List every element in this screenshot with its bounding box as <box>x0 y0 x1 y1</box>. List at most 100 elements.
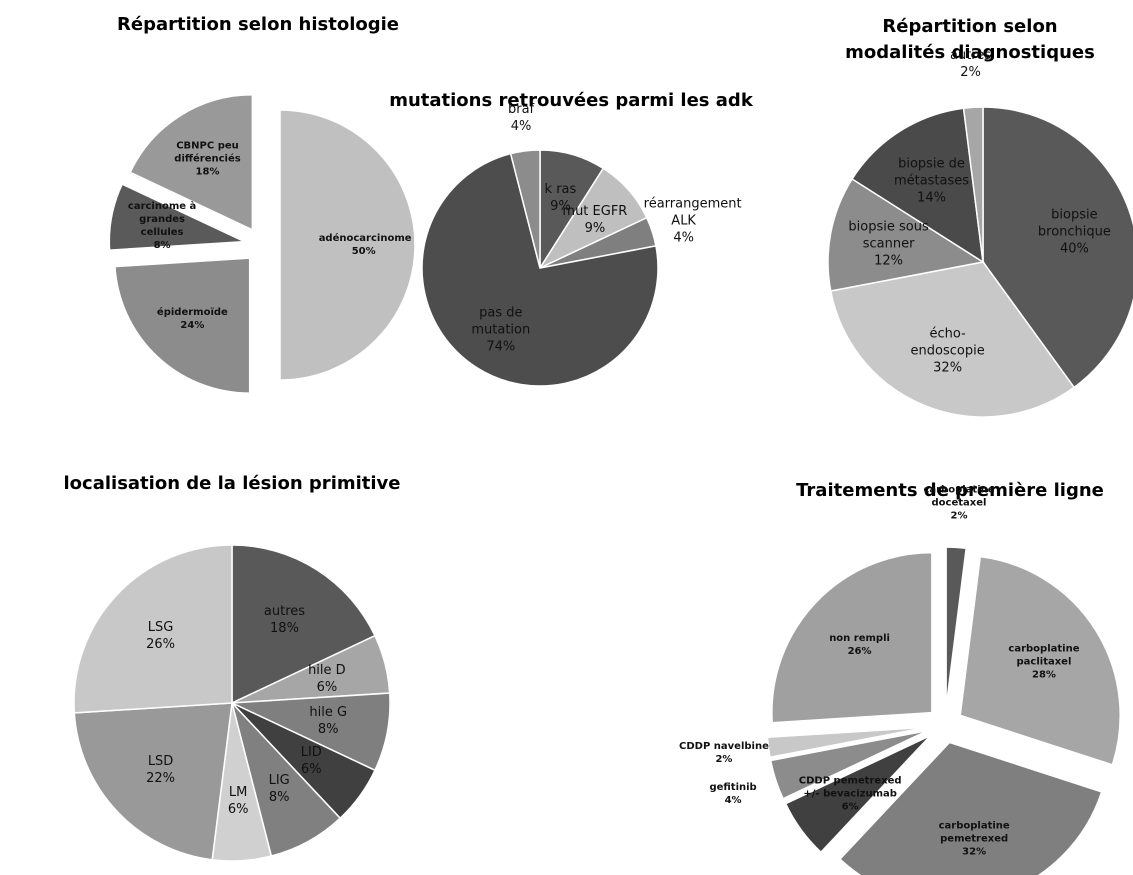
pie-slice <box>769 729 929 800</box>
value-label: 4% <box>673 230 694 246</box>
value-label: 32% <box>962 846 987 858</box>
chart-title: Répartition selon histologie <box>117 14 399 35</box>
category-label: réarrangement ALK <box>643 196 742 229</box>
pie-slice <box>114 257 251 394</box>
value-label: 24% <box>180 320 205 332</box>
category-label: biopsie sous scanner <box>848 219 929 252</box>
category-label: adénocarcinome <box>318 233 412 244</box>
category-label: hile G <box>309 705 348 721</box>
value-label: 26% <box>146 636 176 652</box>
value-label: 8% <box>317 722 339 738</box>
value-label: 2% <box>950 510 968 522</box>
slice-label: carboplatine docetaxel 2% <box>904 483 1014 522</box>
value-label: 26% <box>847 645 872 657</box>
pie-slice <box>829 261 1076 418</box>
value-label: 40% <box>1059 241 1089 257</box>
value-label: 2% <box>960 64 981 80</box>
value-label: 74% <box>486 339 516 355</box>
category-label: carboplatine pemetrexed <box>938 820 1010 845</box>
category-label: LM <box>228 784 248 800</box>
pie-slice <box>421 152 659 387</box>
category-label: gefitinib <box>709 781 757 793</box>
slice-label: k ras 9% <box>520 181 600 215</box>
category-label: LIG <box>268 772 290 788</box>
value-label: 6% <box>300 761 322 777</box>
category-label: non rempli <box>829 632 890 644</box>
slice-label: mut EGFR 9% <box>555 203 635 237</box>
pie-slice <box>827 177 986 292</box>
category-label: LSG <box>147 619 174 635</box>
slice-label: carboplatine pemetrexed 32% <box>919 819 1029 858</box>
category-label: mut EGFR <box>562 203 628 219</box>
slice-label: CBNPC peu différenciés 18% <box>163 140 253 179</box>
category-label: CDDP pemetrexed +/- bevacizumab <box>798 775 902 800</box>
value-label: 28% <box>1031 669 1056 681</box>
slice-label: hile G 8% <box>288 704 368 738</box>
pie-slice <box>129 94 254 231</box>
category-label: épidermoïde <box>156 307 228 319</box>
pie-slice <box>509 149 541 269</box>
slice-label: réarrangement ALK 4% <box>643 196 742 247</box>
value-label: 4% <box>724 794 742 806</box>
slice-label: pas de mutation 74% <box>461 304 541 355</box>
category-label: pas de mutation <box>471 305 531 338</box>
slice-label: LSG 26% <box>121 619 201 653</box>
category-label: CBNPC peu différenciés <box>174 140 241 165</box>
pie-slice <box>231 544 376 705</box>
chart-title: mutations retrouvées parmi les adk <box>389 90 753 111</box>
slice-label: autres 2% <box>921 47 1021 81</box>
pie-slice <box>959 555 1121 766</box>
value-label: 6% <box>841 801 859 813</box>
value-label: 12% <box>874 253 904 269</box>
slice-label: biopsie bronchique 40% <box>1024 207 1124 258</box>
slice-label: LM 6% <box>198 784 278 818</box>
category-label: autres <box>949 47 992 63</box>
slice-label: LIG 8% <box>239 772 319 806</box>
pie-slice <box>73 702 233 861</box>
slice-label: adénocarcinome 50% <box>318 232 412 258</box>
value-label: 9% <box>550 198 571 214</box>
slice-label: LID 6% <box>271 744 351 778</box>
value-label: 8% <box>268 789 290 805</box>
slice-label: autres 18% <box>244 603 324 637</box>
category-label: autres <box>263 604 306 620</box>
slice-label: biopsie sous scanner 12% <box>839 218 939 269</box>
slice-label: carboplatine paclitaxel 28% <box>989 643 1099 682</box>
category-label: biopsie bronchique <box>1037 207 1111 240</box>
slice-label: gefitinib 4% <box>678 781 788 807</box>
pie-slice <box>945 546 968 708</box>
value-label: 2% <box>715 753 733 765</box>
pie-slice <box>73 544 233 714</box>
value-label: 6% <box>227 801 249 817</box>
value-label: 9% <box>584 220 606 236</box>
pie-slice <box>838 741 1103 875</box>
slice-label: hile D 6% <box>287 662 367 696</box>
slice-label: CDDP pemetrexed +/- bevacizumab 6% <box>795 774 905 813</box>
category-label: carboplatine docetaxel <box>923 484 995 509</box>
slice-label: carcinome à grandes cellules 8% <box>117 200 207 252</box>
category-label: LSD <box>147 754 174 770</box>
chart-title: localisation de la lésion primitive <box>63 473 401 494</box>
category-label: k ras <box>544 181 577 197</box>
value-label: 18% <box>195 166 220 178</box>
pie-slice <box>108 183 245 251</box>
slice-label: épidermoïde 24% <box>147 306 237 332</box>
pie-slice <box>766 726 928 759</box>
slice-label: écho-endoscopie 32% <box>898 326 998 377</box>
slice-label: LSD 22% <box>121 753 201 787</box>
category-label: LID <box>300 744 322 760</box>
value-label: 50% <box>351 246 376 257</box>
slice-label: non rempli 26% <box>805 632 915 658</box>
slice-label: braf 4% <box>481 101 561 135</box>
category-label: écho-endoscopie <box>910 326 985 359</box>
pie-slice <box>962 106 984 263</box>
category-label: carcinome à grandes cellules <box>127 200 197 238</box>
category-label: braf <box>507 102 535 118</box>
chart-title: Traitements de première ligne <box>796 480 1104 501</box>
value-label: 14% <box>917 190 946 206</box>
category-label: CDDP navelbine <box>679 740 769 752</box>
value-label: 6% <box>316 679 338 695</box>
slice-label: biopsie de métastases 14% <box>882 155 982 206</box>
slice-label: CDDP navelbine 2% <box>669 740 779 766</box>
